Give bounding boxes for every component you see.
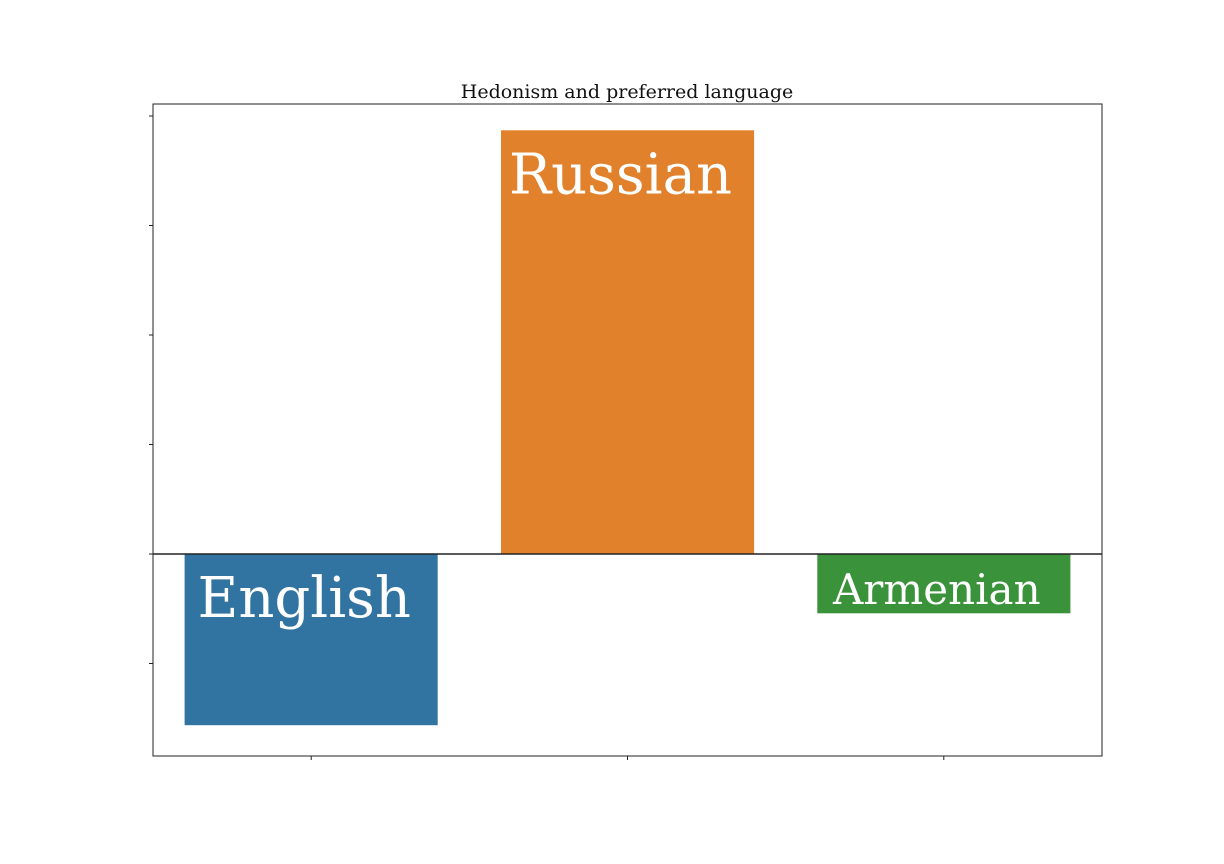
- bar-english: [184, 554, 438, 726]
- bar-label-armenian: Armenian: [832, 565, 1041, 614]
- bar-label-russian: Russian: [509, 143, 732, 208]
- x-axis-ticks: [310, 756, 945, 760]
- bars: English Russian Armenian: [184, 130, 1071, 726]
- bar-armenian: [817, 554, 1071, 614]
- bar-russian: [501, 130, 755, 555]
- chart-title: Hedonism and preferred language: [461, 81, 793, 103]
- y-axis-ticks: [149, 115, 153, 664]
- bar-label-english: English: [197, 566, 410, 631]
